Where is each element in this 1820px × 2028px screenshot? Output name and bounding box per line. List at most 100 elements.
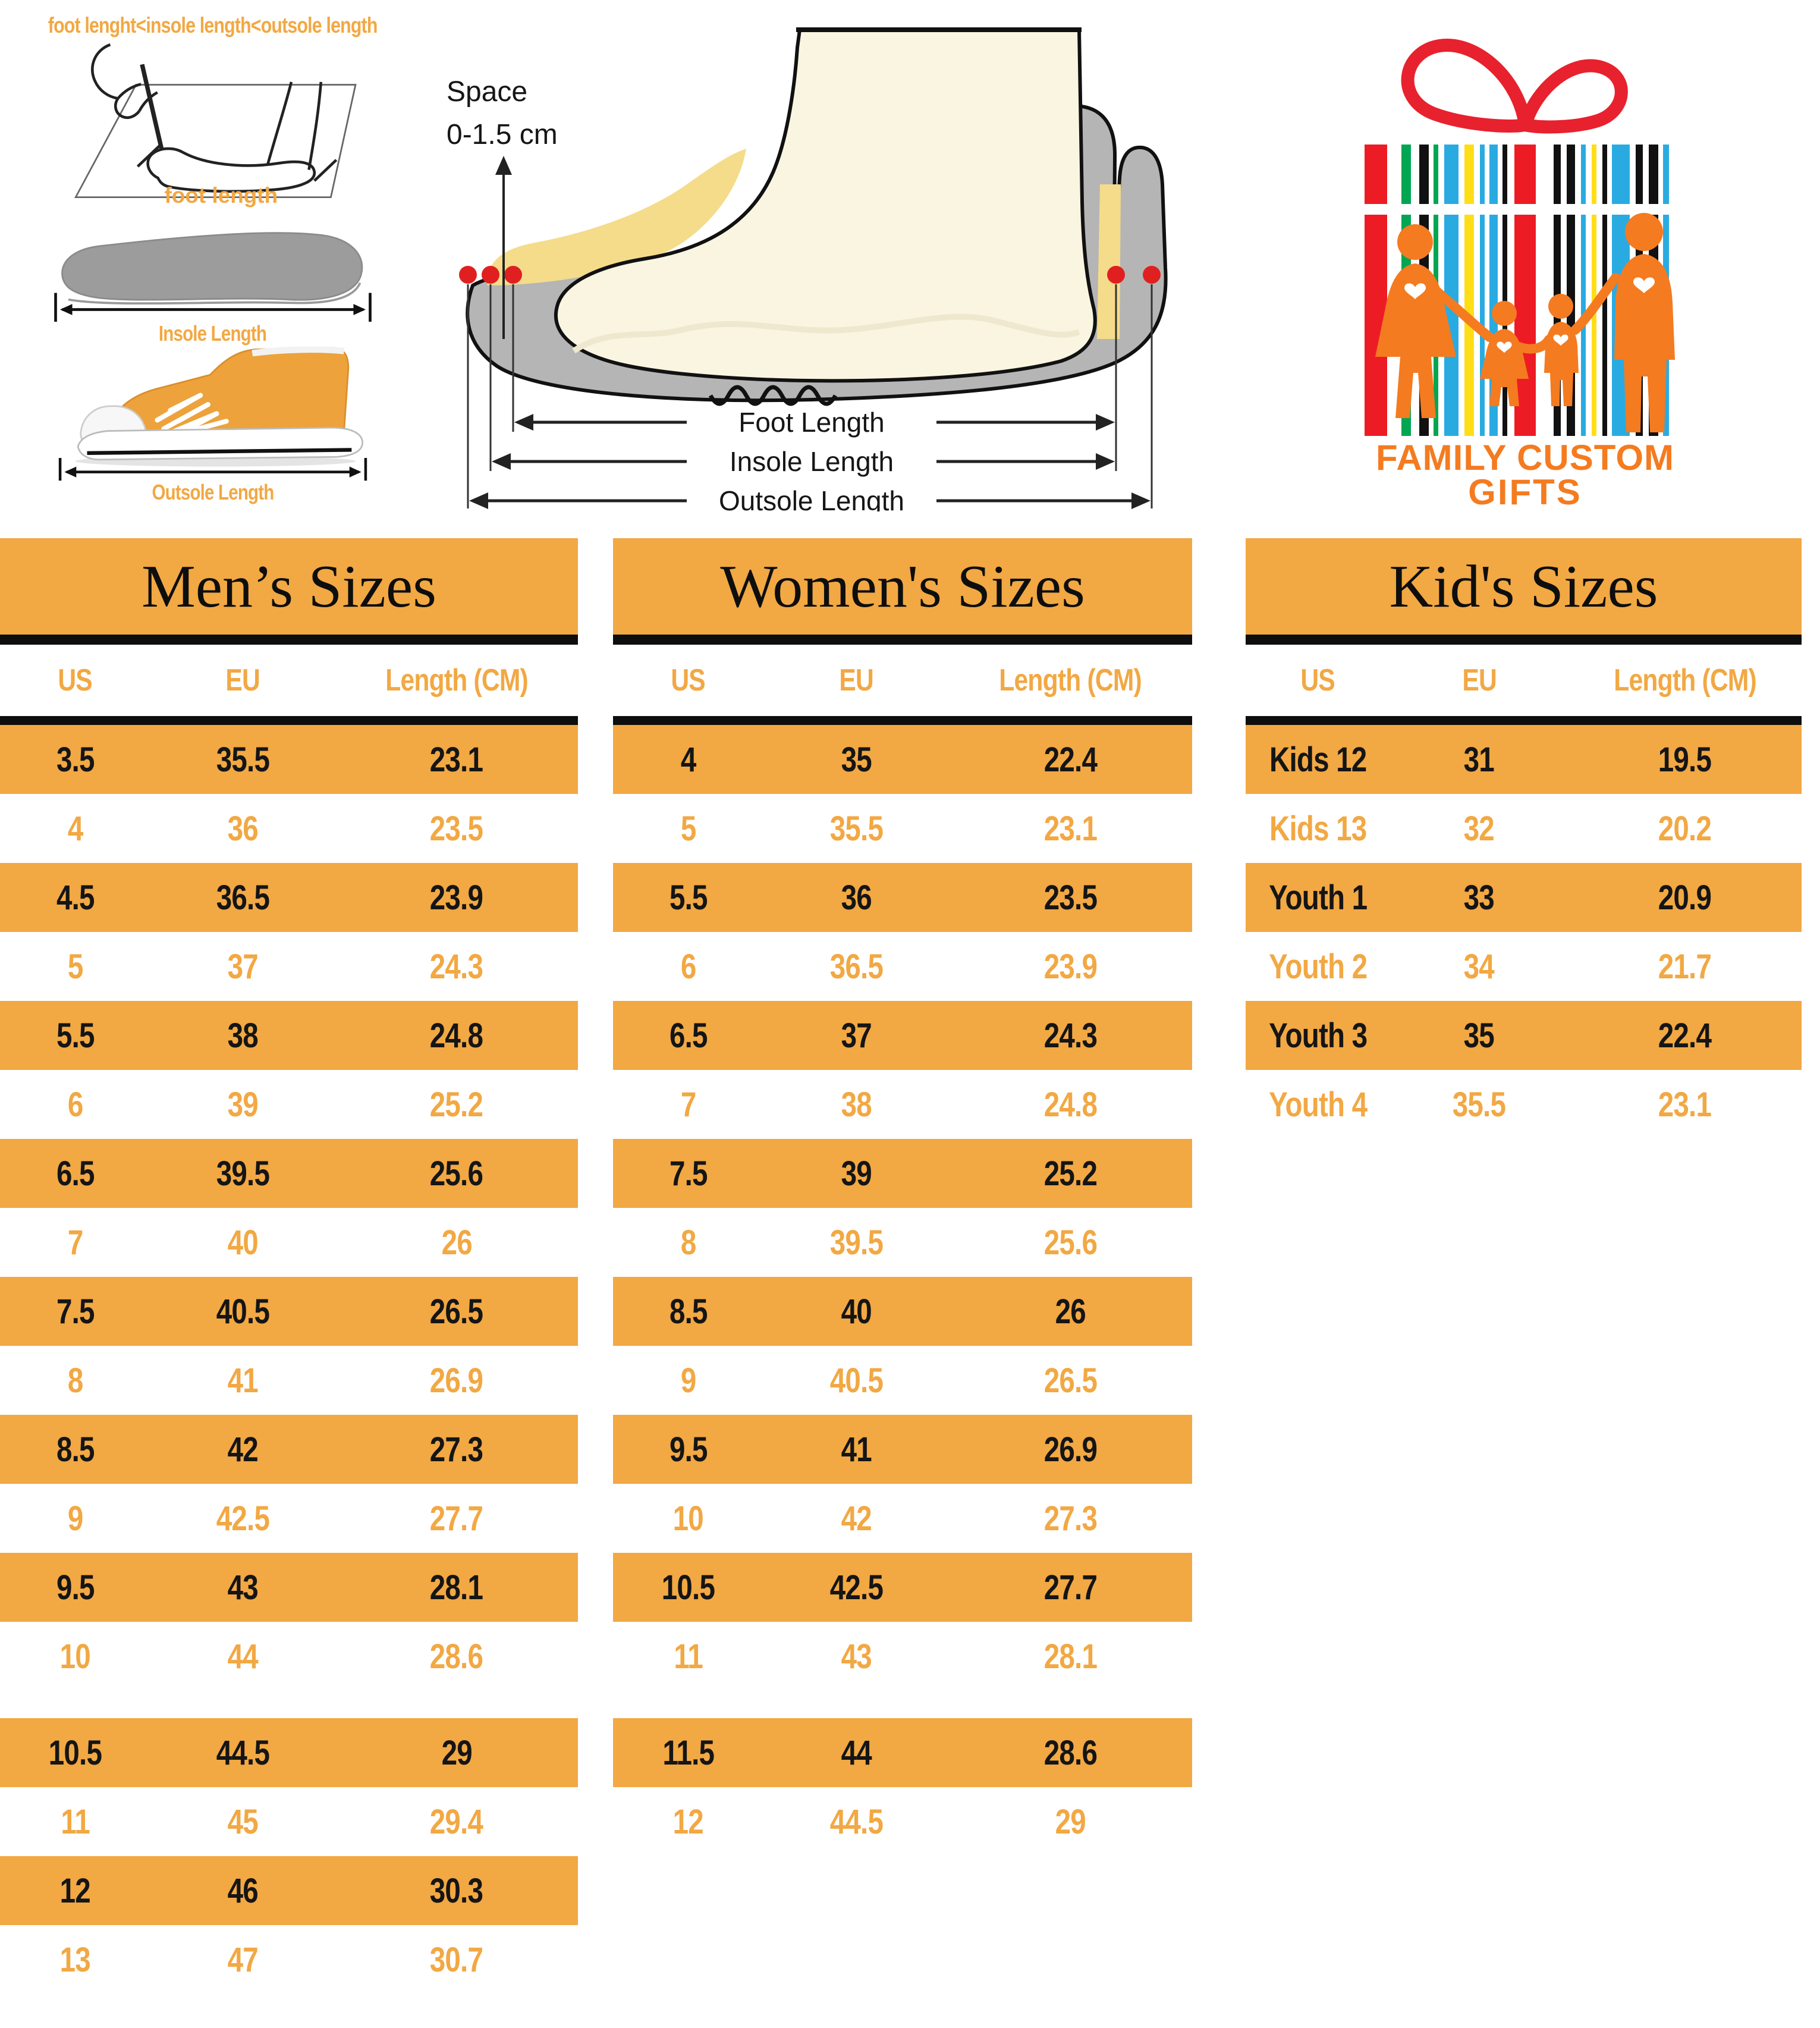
size-cell: 28.6 (430, 1637, 483, 1676)
size-cell: 29 (1055, 1802, 1086, 1841)
column-header: US (671, 663, 706, 698)
table-row: 6.5 37 24.3 (613, 1001, 1192, 1070)
table-row: 4 35 22.4 (613, 725, 1192, 794)
table-row: Kids 12 31 19.5 (1246, 725, 1802, 794)
barcode-top-band (1365, 145, 1669, 204)
child2-head (1548, 294, 1573, 319)
size-cell: 7.5 (56, 1292, 95, 1331)
size-cell: 10 (59, 1637, 91, 1676)
foot-sole-contour (572, 313, 1080, 354)
size-cell: 10 (672, 1499, 704, 1538)
size-cell: 37 (227, 947, 259, 986)
table-row: Kids 13 32 20.2 (1246, 794, 1802, 863)
womens-table-body: 4 35 22.4 5 35.5 23.1 5.5 36 23.5 6 36.5 23.9 6.5 37 2… (613, 725, 1192, 1856)
measuring-instructions-box: foot lenght<insole length<outsole length… (21, 5, 404, 503)
size-cell: 37 (841, 1016, 872, 1055)
table-row: 11 43 28.1 (613, 1622, 1192, 1691)
foot-inside-shoe (554, 28, 1097, 383)
size-cell: 36 (841, 878, 872, 917)
size-cell: 26 (441, 1223, 472, 1262)
table-row: 10 44 28.6 (0, 1622, 578, 1691)
size-cell: 23.9 (430, 878, 483, 917)
child2-body (1544, 322, 1579, 406)
size-cell: 42 (841, 1499, 872, 1538)
size-cell: 8.5 (669, 1292, 708, 1331)
size-cell: 7.5 (669, 1154, 708, 1193)
foot-length-measure: Foot Length (514, 407, 1115, 438)
size-cell: 6 (680, 947, 696, 986)
size-cell: 29.4 (430, 1802, 483, 1841)
size-cell: 40 (841, 1292, 872, 1331)
size-cell: 26.9 (430, 1361, 483, 1400)
table-row: 12 44.5 29 (613, 1787, 1192, 1856)
size-cell: 39 (841, 1154, 872, 1193)
column-header: EU (839, 663, 873, 698)
size-cell: 20.2 (1658, 809, 1712, 848)
mother-head (1397, 224, 1433, 260)
womens-table-header: US EU Length (CM) (613, 645, 1192, 716)
measure-box-title: foot lenght<insole length<outsole length (12, 13, 413, 38)
logo-text-line1: FAMILY CUSTOM (1376, 438, 1674, 478)
size-cell: 9.5 (56, 1568, 95, 1607)
size-cell: Youth 4 (1268, 1085, 1368, 1124)
size-cell: 3.5 (56, 740, 95, 779)
size-cell: 39 (227, 1085, 259, 1124)
table-row: Youth 3 35 22.4 (1246, 1001, 1802, 1070)
table-row: 5.5 36 23.5 (613, 863, 1192, 932)
size-cell: 5 (680, 809, 696, 848)
size-cell: 25.2 (430, 1085, 483, 1124)
size-cell: 23.1 (1043, 809, 1098, 848)
size-cell: 5 (67, 947, 83, 986)
size-cell: 28.1 (1043, 1637, 1098, 1676)
size-cell: 44.5 (829, 1802, 883, 1841)
mother-body (1375, 263, 1456, 418)
size-cell: 19.5 (1658, 740, 1712, 779)
sneaker-illustration (58, 347, 367, 481)
size-cell: 28.6 (1043, 1733, 1098, 1772)
insole-length-label: Insole Length (147, 323, 278, 344)
size-cell: 26.5 (430, 1292, 483, 1331)
foot-tracing-illustration: foot length (74, 43, 357, 208)
size-cell: Youth 2 (1268, 947, 1368, 986)
size-cell: 23.1 (430, 740, 483, 779)
sneaker-collar-trim (252, 347, 344, 357)
womens-table-title: Women's Sizes (613, 538, 1192, 635)
insole-length-arrow (54, 293, 372, 322)
divider-bar (0, 635, 578, 645)
table-row: 7.5 40.5 26.5 (0, 1277, 578, 1346)
lining-heel (1097, 184, 1121, 339)
table-row: 13 47 30.7 (0, 1925, 578, 1994)
size-cell: 27.7 (430, 1499, 483, 1538)
column-header: Length (CM) (999, 663, 1142, 698)
size-cell: 35.5 (829, 809, 883, 848)
table-row: 3.5 35.5 23.1 (0, 725, 578, 794)
family-silhouette (1375, 213, 1675, 432)
sneaker-sole-stripe (86, 448, 351, 456)
space-label-line2: 0-1.5 cm (447, 119, 558, 150)
size-cell: 23.5 (430, 809, 483, 848)
hand-with-pencil (90, 43, 164, 151)
divider-bar (613, 716, 1192, 725)
outsole-length-measure-label: Outsole Length (719, 485, 904, 511)
insole-stack-line (68, 282, 361, 305)
size-cell: Kids 13 (1269, 809, 1367, 848)
foot-length-label: foot length (164, 183, 278, 208)
table-row: 11.5 44 28.6 (613, 1718, 1192, 1787)
size-cell: 46 (227, 1871, 259, 1910)
space-arrow (495, 156, 512, 339)
insole-length-measure: Insole Length (492, 446, 1115, 477)
insole-shape (61, 232, 363, 301)
column-header: EU (1461, 663, 1497, 698)
size-cell: 28.1 (430, 1568, 483, 1607)
size-cell: 23.5 (1043, 878, 1098, 917)
insole-length-text: Insole Length (158, 321, 267, 346)
size-cell: 42.5 (216, 1499, 270, 1538)
size-cell: 11 (674, 1637, 703, 1676)
size-cell: 24.3 (1043, 1016, 1098, 1055)
sole-tread (708, 385, 838, 406)
kids-table-title: Kid's Sizes (1246, 538, 1802, 635)
size-cell: Kids 12 (1269, 740, 1367, 779)
mens-table-body: 3.5 35.5 23.1 4 36 23.5 4.5 36.5 23.9 5 37 24.3 5.5 3… (0, 725, 578, 1994)
table-row: 4 36 23.5 (0, 794, 578, 863)
size-cell: 21.7 (1658, 947, 1712, 986)
